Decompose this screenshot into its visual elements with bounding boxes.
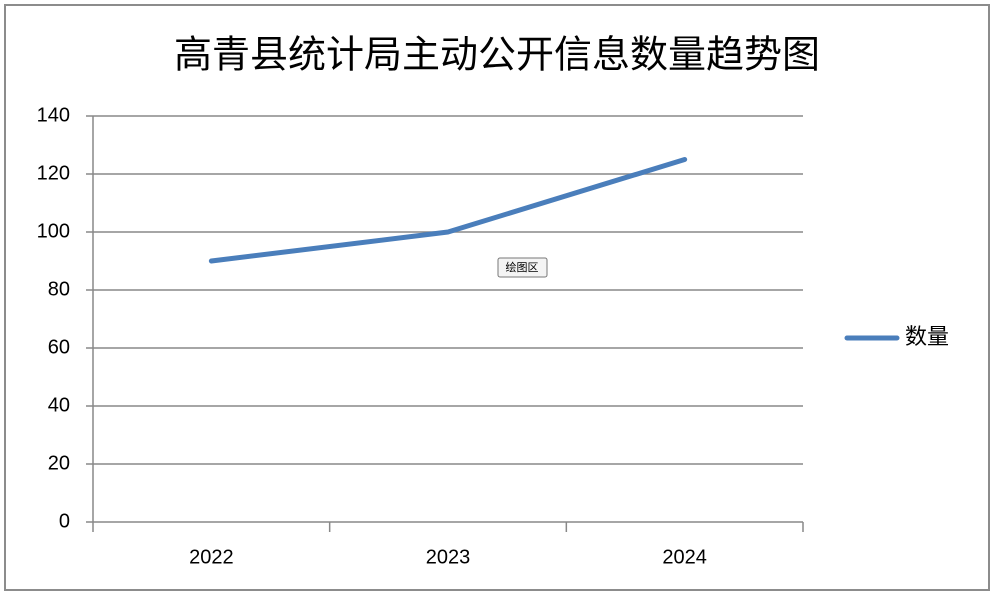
tooltip: 绘图区 [506, 260, 539, 274]
y-tick-label: 60 [48, 336, 70, 358]
chart-border [4, 4, 990, 591]
tooltip-box [497, 257, 548, 278]
y-tick-label: 100 [37, 220, 70, 242]
y-tick-label: 120 [37, 162, 70, 184]
y-tick-label: 40 [48, 394, 70, 416]
legend-label: 数量 [905, 325, 949, 350]
data-line [208, 157, 688, 264]
y-tick-label: 140 [37, 104, 70, 126]
y-tick-label: 80 [48, 278, 70, 300]
x-tick-label: 2024 [662, 546, 707, 568]
x-tick-label: 2022 [189, 546, 234, 568]
chart-title: 高青县统计局主动公开信息数量趋势图 [174, 33, 820, 77]
x-tick-label: 2023 [426, 546, 471, 568]
y-tick-label: 20 [48, 452, 70, 474]
y-tick-label: 0 [59, 510, 70, 532]
